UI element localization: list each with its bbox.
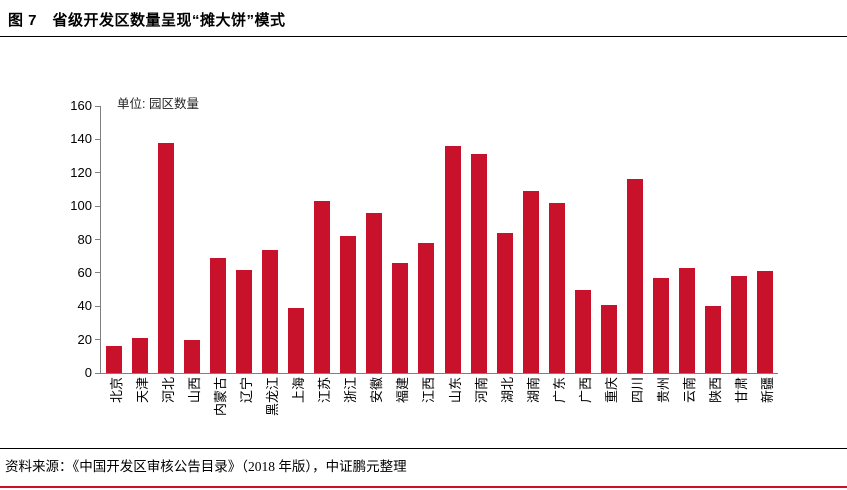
- x-axis-label-甘肃: 甘肃: [733, 377, 749, 404]
- bar-贵州: [652, 277, 669, 373]
- y-axis-label: 160: [70, 98, 92, 113]
- x-axis-label-江西: 江西: [421, 377, 437, 404]
- bar-河北: [158, 142, 175, 373]
- y-axis-label: 40: [77, 298, 92, 314]
- x-axis-label-陕西: 陕西: [707, 377, 723, 404]
- y-axis-label: 60: [77, 264, 92, 280]
- y-tick-mark: [95, 305, 100, 307]
- bar-浙江: [340, 236, 357, 373]
- bar-甘肃: [730, 276, 747, 373]
- bar-北京: [106, 346, 123, 373]
- bar-上海: [288, 307, 305, 373]
- y-tick-mark: [95, 105, 100, 107]
- x-axis-label-浙江: 浙江: [343, 377, 359, 404]
- x-axis-label-湖北: 湖北: [499, 377, 515, 404]
- bar-chart-plot-area: [100, 106, 778, 374]
- y-tick-mark: [95, 205, 100, 207]
- x-axis-label-广西: 广西: [577, 377, 593, 404]
- x-axis-label-广东: 广东: [551, 377, 567, 404]
- bar-四川: [626, 179, 643, 373]
- bar-安徽: [366, 212, 383, 373]
- bar-陕西: [704, 306, 721, 373]
- bar-云南: [678, 267, 695, 373]
- bar-广东: [548, 202, 565, 373]
- x-axis-label-北京: 北京: [109, 377, 125, 404]
- bar-广西: [574, 289, 591, 373]
- bar-重庆: [600, 304, 617, 373]
- y-axis-label: 0: [84, 365, 92, 380]
- bar-山东: [444, 146, 461, 373]
- x-axis-label-黑龙江: 黑龙江: [265, 377, 281, 417]
- x-axis-label-辽宁: 辽宁: [239, 377, 255, 404]
- x-axis-label-山东: 山东: [447, 377, 463, 404]
- bar-黑龙江: [262, 249, 279, 373]
- y-tick-mark: [95, 272, 100, 274]
- x-axis-label-贵州: 贵州: [655, 377, 671, 404]
- x-axis-label-内蒙古: 内蒙古: [213, 377, 229, 417]
- y-tick-mark: [95, 138, 100, 140]
- bar-内蒙古: [210, 257, 227, 373]
- x-axis-label-福建: 福建: [395, 377, 411, 404]
- y-axis-label: 140: [70, 131, 92, 147]
- x-axis-label-新疆: 新疆: [759, 377, 775, 404]
- y-tick-mark: [95, 372, 100, 374]
- y-axis-label: 80: [77, 231, 92, 247]
- bar-新疆: [756, 271, 773, 373]
- figure-title: 图 7 省级开发区数量呈现“摊大饼”模式: [8, 12, 286, 29]
- y-axis-label: 100: [70, 198, 92, 214]
- bar-河南: [470, 154, 487, 373]
- title-divider-line: [0, 36, 847, 37]
- x-axis-label-河南: 河南: [473, 377, 489, 404]
- footer-divider-line: [0, 448, 847, 449]
- x-axis-label-湖南: 湖南: [525, 377, 541, 404]
- y-axis-label: 20: [77, 331, 92, 347]
- bar-江西: [418, 242, 435, 373]
- bar-湖南: [522, 191, 539, 373]
- y-axis-label: 120: [70, 164, 92, 180]
- x-axis-label-上海: 上海: [291, 377, 307, 404]
- bottom-accent-rule: [0, 486, 847, 488]
- x-axis-label-重庆: 重庆: [603, 377, 619, 404]
- bar-辽宁: [236, 269, 253, 373]
- x-axis-label-河北: 河北: [161, 377, 177, 404]
- x-axis-label-云南: 云南: [681, 377, 697, 404]
- x-axis-label-江苏: 江苏: [317, 377, 333, 404]
- x-axis-label-安徽: 安徽: [369, 377, 385, 404]
- x-axis-label-四川: 四川: [629, 377, 645, 404]
- bar-山西: [184, 339, 201, 373]
- y-tick-mark: [95, 339, 100, 341]
- x-axis-label-天津: 天津: [135, 377, 151, 404]
- bar-天津: [132, 337, 149, 373]
- bar-福建: [392, 262, 409, 373]
- y-tick-mark: [95, 239, 100, 240]
- x-axis-label-山西: 山西: [187, 377, 203, 404]
- bar-湖北: [496, 232, 513, 373]
- bar-江苏: [314, 201, 331, 373]
- unit-label: 单位: 园区数量: [117, 97, 199, 111]
- y-tick-mark: [95, 172, 100, 174]
- source-note: 资料来源：《中国开发区审核公告目录》（2018 年版），中证鹏元整理: [5, 459, 407, 474]
